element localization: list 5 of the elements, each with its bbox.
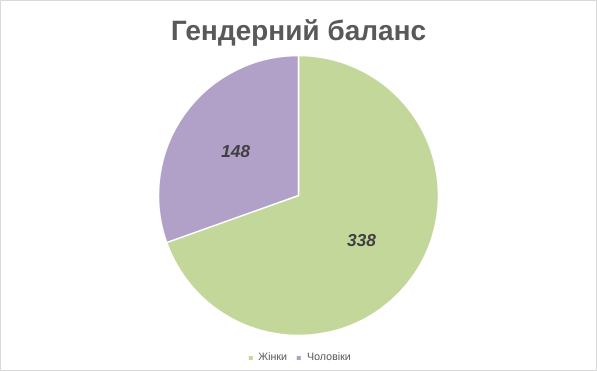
data-label: 148 [221, 141, 250, 162]
legend-label: Жінки [258, 351, 288, 363]
chart-title: Гендерний баланс [170, 15, 426, 46]
legend-label: Чоловіки [307, 351, 351, 363]
data-label: 338 [346, 230, 376, 250]
